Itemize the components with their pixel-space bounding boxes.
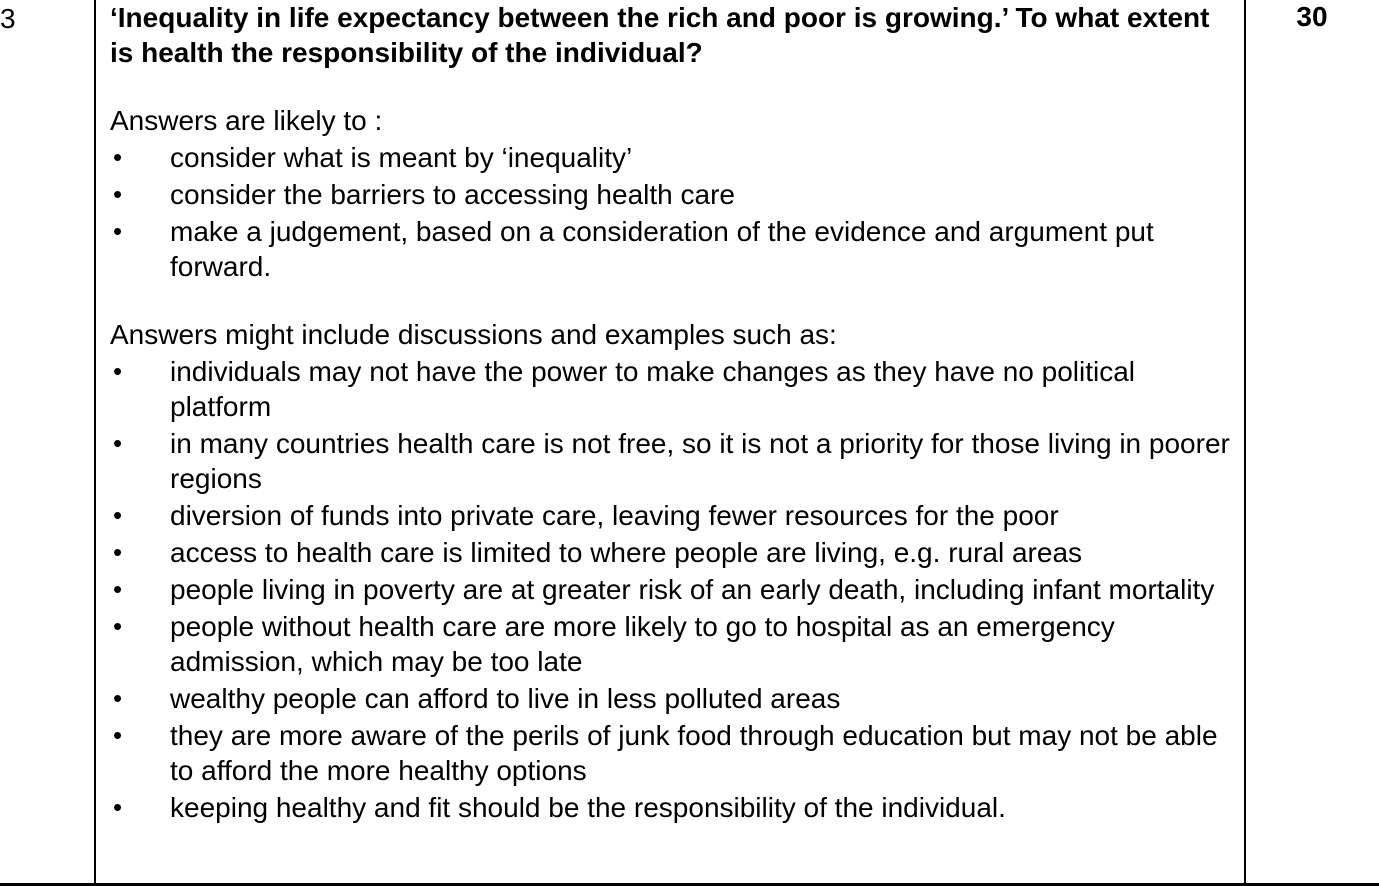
- list-item: • people living in poverty are at greater…: [113, 574, 1215, 605]
- list-item: • consider the barriers to accessing heal…: [113, 179, 735, 210]
- bullet-icon: •: [113, 574, 123, 604]
- bullet-icon: •: [113, 611, 123, 641]
- list-item: • they are more aware of the perils of ju…: [113, 720, 1218, 786]
- column-divider-left: [94, 0, 96, 886]
- question-text: ‘Inequality in life expectancy between t…: [110, 2, 1210, 68]
- row-bottom-border: [0, 883, 1379, 886]
- list-item: • diversion of funds into private care, l…: [113, 500, 1059, 531]
- bullet-icon: •: [113, 720, 123, 750]
- list-item: • access to health care is limited to whe…: [113, 537, 1083, 568]
- bullet-icon: •: [113, 142, 123, 172]
- bullet-icon: •: [113, 216, 123, 246]
- likely-list: • consider what is meant by ‘inequality’ …: [110, 140, 1235, 284]
- include-list: • individuals may not have the power to m…: [110, 354, 1235, 825]
- list-item: • individuals may not have the power to m…: [113, 356, 1136, 422]
- answer-guidance: ‘Inequality in life expectancy between t…: [110, 0, 1235, 827]
- column-divider-right: [1244, 0, 1246, 886]
- likely-intro: Answers are likely to :: [110, 105, 383, 136]
- bullet-icon: •: [113, 428, 123, 458]
- bullet-icon: •: [113, 683, 123, 713]
- list-item: • people without health care are more lik…: [113, 611, 1115, 677]
- bullet-icon: •: [113, 537, 123, 567]
- list-item: • wealthy people can afford to live in le…: [113, 683, 841, 714]
- bullet-icon: •: [113, 792, 123, 822]
- list-item: • consider what is meant by ‘inequality’: [113, 142, 633, 173]
- question-number: 3: [0, 3, 16, 34]
- bullet-icon: •: [113, 500, 123, 530]
- bullet-icon: •: [113, 179, 123, 209]
- include-intro: Answers might include discussions and ex…: [110, 319, 837, 350]
- list-item: • keeping healthy and fit should be the r…: [113, 792, 1006, 823]
- list-item: • make a judgement, based on a considerat…: [113, 216, 1154, 282]
- list-item: • in many countries health care is not fr…: [113, 428, 1230, 494]
- bullet-icon: •: [113, 356, 123, 386]
- marks-value: 30: [1296, 1, 1328, 32]
